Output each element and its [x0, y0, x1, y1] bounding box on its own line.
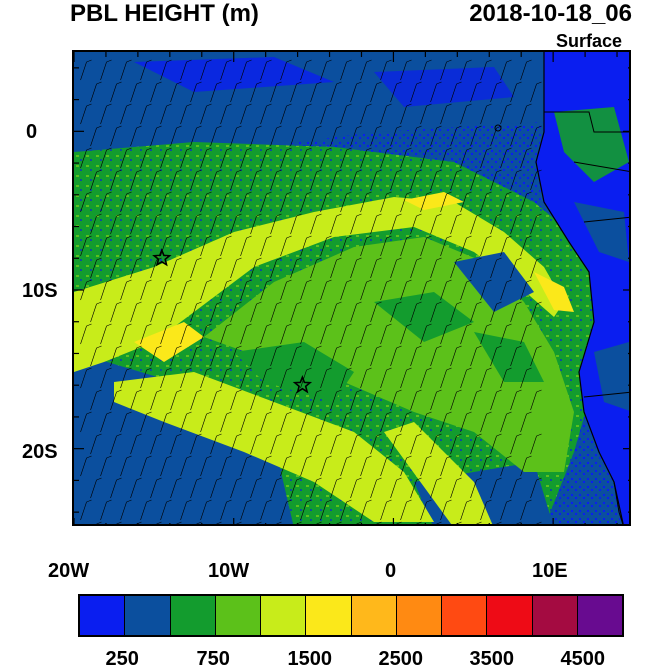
colorbar-swatch-3 — [215, 596, 261, 635]
lat-label-20s: 20S — [22, 441, 58, 463]
star-marker-1 — [152, 248, 172, 267]
valid-time: 2018-10-18_06 — [469, 0, 632, 27]
site-markers — [152, 248, 313, 394]
pbl-height-field — [74, 52, 629, 524]
high-band-north — [74, 197, 564, 372]
colorbar-label-4500: 4500 — [560, 648, 606, 670]
colorbar-swatch-1 — [125, 596, 171, 635]
colorbar-label-3500: 3500 — [469, 648, 515, 670]
colorbar-label-1500: 1500 — [287, 648, 333, 670]
vertical-level-label: Surface — [556, 31, 623, 51]
map-title: PBL HEIGHT (m) — [70, 0, 259, 27]
lon-label-0: 0 — [385, 560, 397, 582]
colorbar-swatch-10 — [532, 596, 578, 635]
colorbar-swatch-8 — [442, 596, 488, 635]
colorbar — [78, 594, 624, 637]
colorbar-label-2500: 2500 — [378, 648, 424, 670]
colorbar-swatch-6 — [351, 596, 397, 635]
star-marker-2 — [292, 375, 313, 394]
lat-label-0: 0 — [26, 121, 38, 143]
lon-label-10e: 10E — [532, 560, 568, 582]
colorbar-swatch-5 — [306, 596, 352, 635]
axis-ticks — [74, 52, 629, 524]
wind-barbs — [80, 59, 542, 524]
colorbar-swatch-0 — [80, 596, 126, 635]
map-panel — [72, 50, 631, 526]
colorbar-swatch-4 — [261, 596, 307, 635]
high-band-south — [114, 372, 434, 522]
colorbar-swatch-11 — [577, 596, 622, 635]
colorbar-swatch-7 — [396, 596, 442, 635]
colorbar-label-250: 250 — [105, 648, 139, 670]
lat-label-10s: 10S — [22, 280, 58, 302]
lon-label-10w: 10W — [208, 560, 250, 582]
colorbar-swatch-9 — [487, 596, 533, 635]
lon-label-20w: 20W — [48, 560, 90, 582]
colorbar-swatch-2 — [170, 596, 216, 635]
colorbar-label-750: 750 — [196, 648, 230, 670]
